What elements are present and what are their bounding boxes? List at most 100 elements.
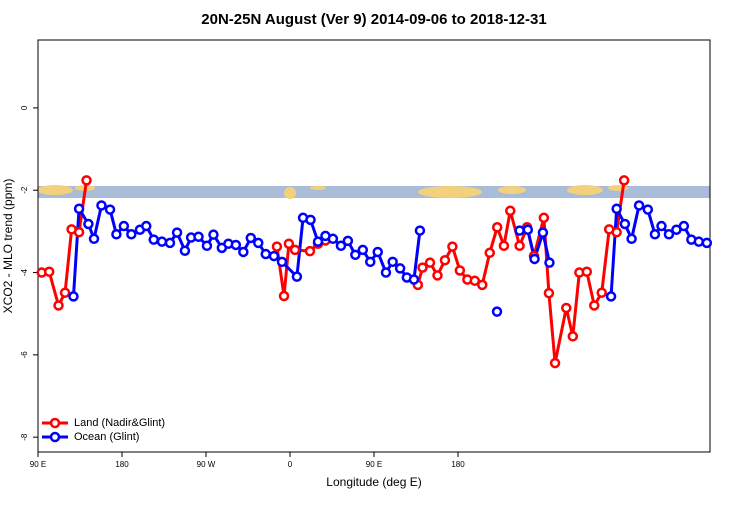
data-point [126,229,137,240]
data-point [626,233,637,245]
data-point [148,234,159,245]
data-point [193,231,204,242]
data-point [81,175,92,186]
data-point [633,200,645,211]
data-point [408,274,420,285]
data-point [387,256,398,268]
data-point [230,239,242,251]
x-tick-label: 180 [115,460,129,469]
data-point [111,229,122,240]
data-point [179,245,191,256]
x-tick-label: 180 [451,460,465,469]
x-tick-label: 90 E [30,460,46,469]
data-point [414,225,426,236]
data-point [514,225,525,236]
data-point [619,218,631,230]
data-point [581,266,593,277]
data-point [529,253,540,265]
data-point [663,229,675,240]
y-axis-label: XCO2 - MLO trend (ppm) [1,179,15,314]
data-point [327,233,339,245]
data-point [73,203,85,215]
data-point [96,200,107,211]
data-point [171,227,183,238]
data-point [505,205,516,217]
data-point [342,235,354,247]
data-point [484,247,495,259]
data-point [141,220,152,232]
data-point [83,218,94,230]
x-axis-label: Longitude (deg E) [326,475,421,489]
chart-title: 20N-25N August (Ver 9) 2014-09-06 to 201… [201,11,546,28]
data-point [357,244,369,256]
data-point [611,226,622,238]
data-point [372,246,383,258]
data-point [118,220,130,232]
data-point [53,300,64,311]
map-strip [37,185,710,199]
data-point [268,250,280,262]
data-point [164,237,176,249]
data-point [447,241,458,252]
data-point [522,224,534,235]
data-point [656,220,667,232]
data-point [469,275,481,287]
data-point [678,220,690,232]
data-point [253,237,264,249]
data-point [642,204,654,215]
data-point [380,267,392,278]
data-point [596,287,607,298]
x-tick-label: 0 [288,460,293,469]
data-point [238,246,249,258]
data-point [605,291,617,302]
data-point [59,287,71,298]
data-point [454,265,466,276]
data-point [477,279,488,291]
data-point [439,254,451,266]
data-point [245,232,257,244]
data-point [278,290,290,302]
x-tick-label: 90 W [197,460,216,469]
data-point [201,240,213,252]
series-line [41,180,626,364]
data-point [304,245,316,257]
plot-frame [37,39,711,453]
data-point [88,233,100,245]
data-point [538,212,550,224]
data-point [104,204,116,215]
data-point [68,291,79,302]
data-point [271,241,283,252]
data-point [283,238,295,249]
data-point [291,271,303,282]
legend-marker [49,431,61,443]
data-point [618,175,630,186]
data-point [260,248,271,260]
legend-label: Land (Nadir&Glint) [74,417,165,429]
data-point [73,226,85,238]
data-point [276,256,288,268]
data-point [417,262,428,273]
data-point [424,257,436,268]
series-line [71,203,708,297]
data-point [649,229,661,240]
x-tick-label: 90 E [366,460,382,469]
y-tick-label: -2 [20,186,29,194]
data-point [543,287,555,299]
data-point [289,244,301,256]
data-point [701,237,713,249]
data-point [549,357,561,369]
y-tick-label: -4 [20,268,29,276]
data-point [561,302,572,314]
data-point [544,257,555,268]
data-point [305,214,316,226]
data-point [43,266,55,277]
data-point [498,240,510,252]
data-point [350,249,361,261]
data-point [394,263,406,274]
data-point [335,240,347,252]
legend-label: Ocean (Glint) [74,431,139,443]
data-point [491,222,503,233]
data-point [312,236,324,247]
data-point [567,331,579,342]
